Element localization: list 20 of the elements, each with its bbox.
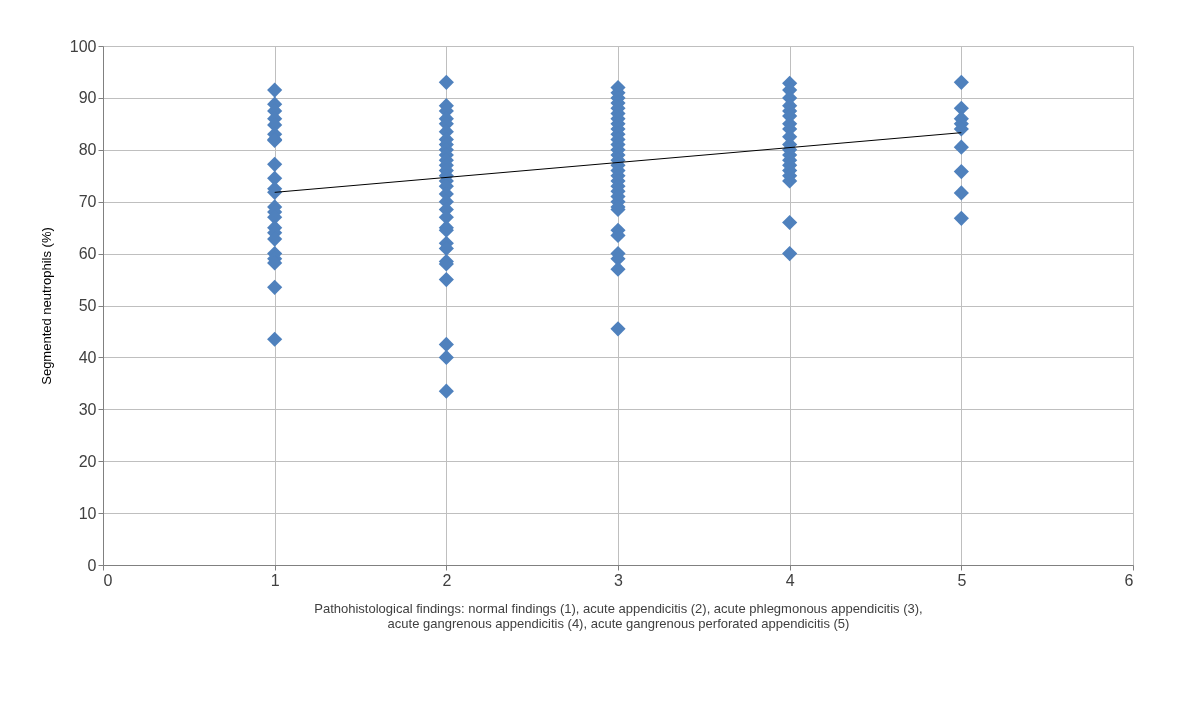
y-tick-label: 60 bbox=[78, 245, 97, 263]
y-tick-label: 30 bbox=[78, 400, 97, 418]
x-tick-label: 2 bbox=[442, 571, 452, 589]
x-tick-label: 4 bbox=[785, 571, 795, 589]
y-axis-title: Segmented neutrophils (%) bbox=[38, 227, 54, 385]
y-tick-label: 20 bbox=[78, 452, 97, 470]
x-tick-label: 5 bbox=[957, 571, 967, 589]
y-tick-label: 80 bbox=[78, 141, 97, 159]
x-tick-label: 1 bbox=[270, 571, 280, 589]
y-tick-label: 10 bbox=[78, 504, 97, 522]
y-tick-label: 50 bbox=[78, 297, 97, 314]
y-tick-label: 70 bbox=[78, 193, 97, 211]
x-axis-title: Pathohistological findings: normal findings (1), acute appendicitis (2), acute phlegmonous appendicitis (3), acute gangrenous appendicitis (4), acute gangrenous perforated appendicitis (5) bbox=[314, 600, 923, 631]
x-tick-label: 0 bbox=[103, 571, 113, 589]
y-tick-label: 0 bbox=[87, 556, 97, 574]
x-tick-label: 3 bbox=[614, 571, 624, 589]
x-tick-label: 6 bbox=[1124, 571, 1134, 589]
y-tick-label: 40 bbox=[78, 348, 97, 366]
y-tick-label: 100 bbox=[69, 37, 97, 55]
y-tick-label: 90 bbox=[78, 89, 97, 107]
